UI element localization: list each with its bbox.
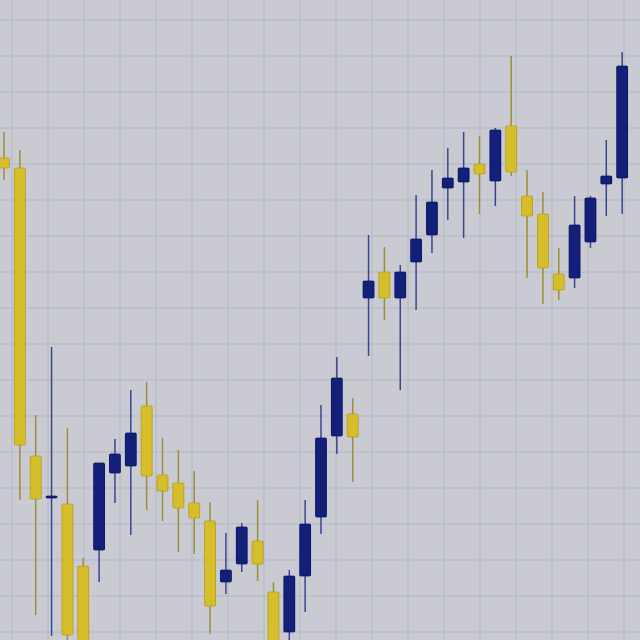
candle-body [29, 455, 42, 500]
candle-bearish [140, 382, 153, 510]
candle-bullish [568, 196, 581, 288]
candle-bullish [124, 390, 137, 535]
candle-body [124, 432, 137, 467]
candle-body [584, 197, 597, 243]
candle-bullish [330, 357, 343, 454]
candle-bullish [410, 195, 423, 310]
candle-bullish [441, 148, 454, 220]
candle-body [330, 377, 343, 437]
candle-body [219, 569, 232, 583]
candle-bearish [521, 170, 533, 278]
candle-body [315, 437, 327, 518]
candle-body [568, 224, 581, 279]
candle-body [204, 520, 216, 607]
candle-bullish [299, 500, 312, 612]
candle-body [267, 591, 280, 640]
candle-body [616, 65, 629, 179]
candle-body [378, 271, 391, 299]
candle-bearish [204, 502, 216, 634]
candle-bullish [489, 128, 502, 206]
candle-bearish [346, 398, 359, 482]
candle-bearish [267, 582, 280, 640]
candle-body [156, 474, 169, 492]
candle-bearish [172, 450, 185, 552]
candles-group [0, 52, 629, 640]
candle-body [77, 565, 90, 640]
candle-body [394, 271, 407, 299]
candle-bearish [77, 558, 90, 640]
candle-bullish [394, 265, 407, 390]
candle-body [537, 213, 549, 269]
candle-bullish [45, 347, 58, 636]
candle-body [61, 503, 74, 636]
candle-body [552, 273, 565, 291]
candle-body [0, 157, 10, 169]
candle-body [441, 177, 454, 189]
candle-bullish [219, 533, 232, 594]
candle-bullish [426, 170, 438, 253]
candle-bullish [283, 570, 296, 640]
candle-body [521, 195, 533, 217]
candle-bearish [473, 136, 486, 214]
candle-bearish [29, 415, 42, 615]
candle-body [172, 482, 185, 509]
candle-bearish [61, 428, 74, 640]
candle-body [251, 540, 264, 565]
candle-body [13, 167, 26, 446]
candle-body [410, 238, 423, 263]
candle-body [188, 502, 201, 519]
candle-body [93, 462, 105, 551]
candle-body [140, 405, 153, 477]
candle-bearish [537, 192, 549, 304]
candle-bearish [13, 150, 26, 500]
candle-bullish [600, 140, 613, 216]
candle-body [362, 280, 375, 299]
candle-bearish [552, 248, 565, 300]
candle-body [283, 575, 296, 633]
candle-bullish [93, 462, 105, 582]
candle-body [473, 163, 486, 175]
candle-bullish [457, 132, 470, 238]
candle-bullish [362, 235, 375, 356]
candle-bearish [188, 471, 201, 554]
candle-bullish [584, 196, 597, 248]
candle-body [600, 175, 613, 185]
candle-body [426, 201, 438, 236]
candle-body [457, 167, 470, 183]
candle-body [235, 526, 248, 565]
candle-bullish [235, 523, 248, 572]
candle-bullish [109, 439, 121, 503]
candle-bearish [505, 56, 518, 176]
candle-body [45, 495, 58, 499]
candle-body [299, 523, 312, 577]
candle-bullish [616, 52, 629, 214]
candle-body [346, 413, 359, 438]
candle-bearish [251, 500, 264, 581]
candle-body [505, 125, 518, 173]
candle-body [489, 129, 502, 182]
candle-bearish [378, 247, 391, 320]
candle-bearish [0, 132, 10, 180]
candle-bearish [156, 438, 169, 521]
candle-bullish [315, 405, 327, 534]
candle-body [109, 453, 121, 474]
